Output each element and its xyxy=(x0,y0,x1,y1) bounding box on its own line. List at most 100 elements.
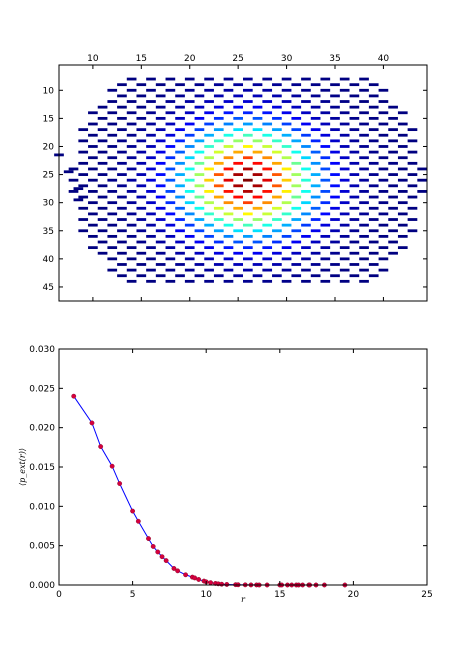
heatmap-cell xyxy=(281,201,292,205)
heatmap-cell xyxy=(146,133,156,137)
heatmap-cell xyxy=(175,274,185,278)
line-plot-y-tick-label: 0.015 xyxy=(29,463,55,473)
heatmap-cell xyxy=(281,88,292,92)
heatmap-x-tick-label: 35 xyxy=(329,54,340,64)
heatmap-cell xyxy=(204,201,214,205)
heatmap-cell xyxy=(175,94,185,98)
heatmap-cell xyxy=(233,94,243,98)
heatmap-cell xyxy=(243,201,253,205)
heatmap-cell xyxy=(194,184,205,188)
heatmap-cell xyxy=(165,167,176,171)
heatmap-cell xyxy=(184,223,195,227)
heatmap-cell xyxy=(155,240,166,244)
heatmap-cell xyxy=(194,263,205,266)
heatmap-cell xyxy=(126,212,137,216)
heatmap-cell xyxy=(213,229,224,233)
heatmap-cell xyxy=(126,156,137,160)
heatmap-cell xyxy=(223,88,234,92)
heatmap-cell xyxy=(126,167,137,171)
heatmap-cell xyxy=(107,122,118,126)
heatmap-cell xyxy=(97,173,108,176)
heatmap-x-tick-label: 15 xyxy=(136,54,147,64)
heatmap-cell xyxy=(146,190,156,193)
heatmap-cell xyxy=(184,201,195,205)
heatmap-cell xyxy=(339,100,350,103)
heatmap-cell xyxy=(262,246,273,250)
heatmap-cell xyxy=(310,139,321,143)
heatmap-cell xyxy=(155,173,166,176)
heatmap-cell xyxy=(146,223,156,227)
heatmap-cell xyxy=(262,212,273,216)
heatmap-cell xyxy=(330,94,340,98)
heatmap-cell xyxy=(146,100,156,103)
heatmap-cell xyxy=(117,251,127,255)
heatmap-cell xyxy=(252,263,263,266)
heatmap-cell xyxy=(223,268,234,272)
heatmap-cell xyxy=(146,178,156,182)
heatmap-cell xyxy=(291,161,302,165)
heatmap-cell xyxy=(349,161,360,165)
heatmap-cell xyxy=(243,167,253,171)
heatmap-cell xyxy=(146,234,156,238)
heatmap-cell xyxy=(272,195,282,199)
heatmap-cell xyxy=(320,77,331,81)
heatmap-cell xyxy=(117,184,127,188)
heatmap-cell xyxy=(310,150,321,154)
heatmap-cell xyxy=(349,173,360,176)
heatmap-cell xyxy=(223,156,234,160)
heatmap-cell xyxy=(233,240,243,244)
heatmap-cell xyxy=(359,122,369,126)
heatmap-cell xyxy=(301,100,311,103)
heatmap-cell xyxy=(320,279,331,283)
heatmap-cell xyxy=(339,279,350,283)
heatmap-cell xyxy=(310,195,321,199)
heatmap-cell xyxy=(349,116,360,120)
heatmap-cell xyxy=(281,268,292,272)
heatmap-x-tick-label: 30 xyxy=(281,54,293,64)
heatmap-cell xyxy=(407,128,418,132)
heatmap-cell xyxy=(175,105,185,109)
heatmap-cell xyxy=(397,167,408,171)
heatmap-cell xyxy=(378,156,389,160)
heatmap-cell xyxy=(272,240,282,244)
heatmap-cell xyxy=(320,100,331,103)
heatmap-cell xyxy=(126,201,137,205)
heatmap-cell xyxy=(136,251,147,255)
heatmap-cell xyxy=(136,150,147,154)
heatmap-cell xyxy=(126,122,137,126)
heatmap-cell xyxy=(330,173,340,176)
heatmap-cell xyxy=(262,145,273,148)
heatmap-cell xyxy=(310,251,321,255)
heatmap-cell xyxy=(117,105,127,109)
heatmap-cell xyxy=(339,223,350,227)
heatmap-cell xyxy=(165,133,176,137)
heatmap-cell xyxy=(339,88,350,92)
heatmap-cell xyxy=(175,116,185,120)
heatmap-cell xyxy=(117,274,127,278)
heatmap-cell xyxy=(204,257,214,261)
heatmap-cell xyxy=(107,223,118,227)
heatmap-cell xyxy=(117,240,127,244)
line-plot-y-tick-label: 0.010 xyxy=(29,502,55,512)
heatmap-cell xyxy=(281,223,292,227)
heatmap-cell xyxy=(243,133,253,137)
heatmap-cell xyxy=(291,218,302,221)
heatmap-cell xyxy=(194,116,205,120)
heatmap-cell xyxy=(349,195,360,199)
heatmap-cell xyxy=(107,145,118,148)
heatmap-cell xyxy=(388,240,398,244)
heatmap-cell xyxy=(262,178,273,182)
heatmap-cell xyxy=(136,274,147,278)
heatmap-cell xyxy=(126,246,137,250)
heatmap-cell xyxy=(330,105,340,109)
heatmap-cell xyxy=(136,83,147,87)
heatmap-cell xyxy=(378,257,389,261)
heatmap-y-tick-label: 10 xyxy=(43,86,55,96)
heatmap-cell xyxy=(262,223,273,227)
heatmap-cell xyxy=(262,201,273,205)
heatmap-cell xyxy=(281,133,292,137)
heatmap-cell xyxy=(233,173,243,176)
heatmap-cell xyxy=(213,128,224,132)
heatmap-cell xyxy=(63,170,74,174)
heatmap-cell xyxy=(97,128,108,132)
